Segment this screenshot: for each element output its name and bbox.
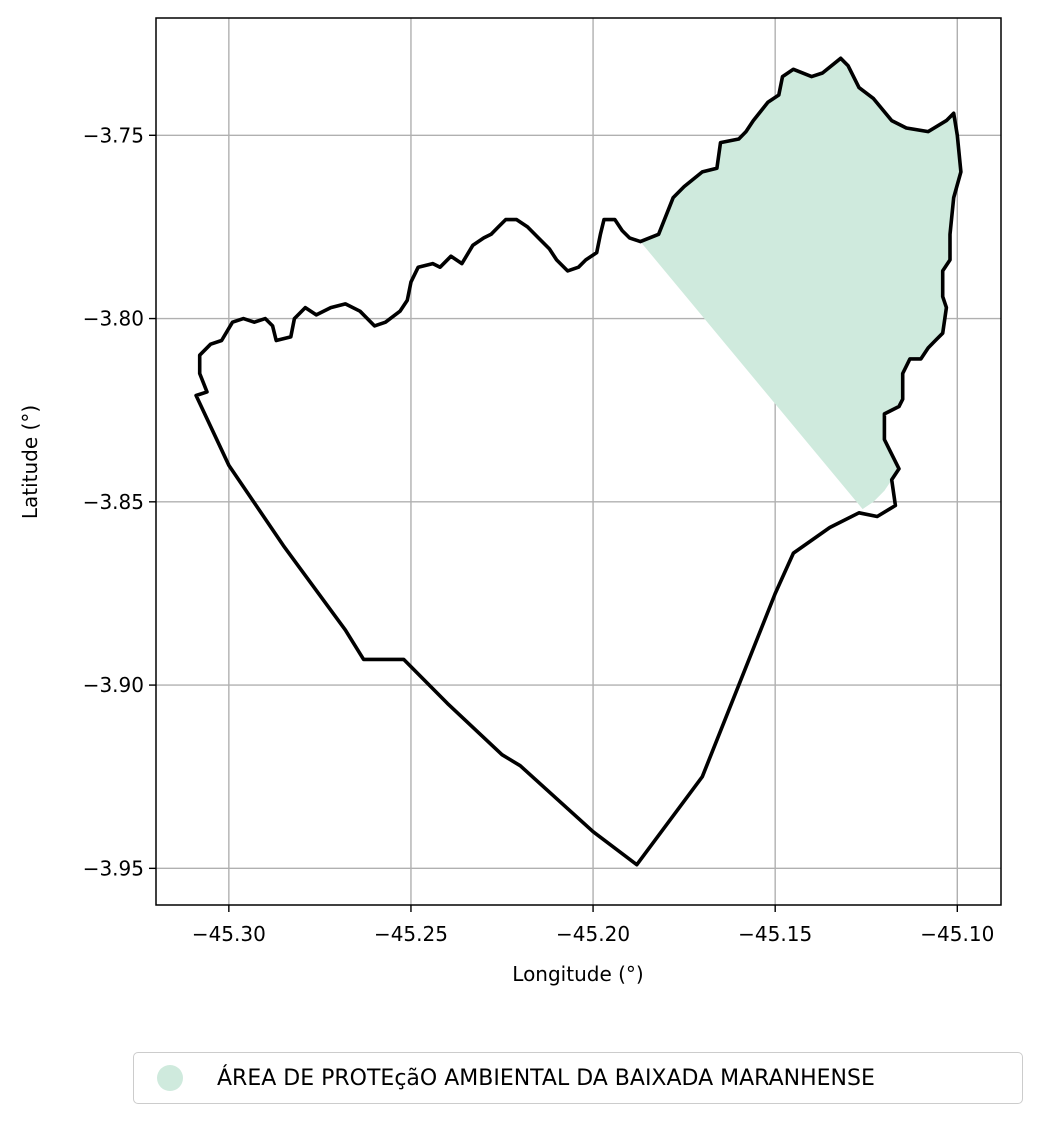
x-tick-label-4: −45.10 bbox=[920, 922, 994, 946]
map-data-layer bbox=[194, 56, 963, 867]
protected-area-polygon bbox=[640, 58, 961, 510]
x-tick-label-2: −45.20 bbox=[556, 922, 630, 946]
y-tick-label-2: −3.85 bbox=[83, 490, 144, 514]
x-tick-label-1: −45.25 bbox=[374, 922, 448, 946]
y-tick-label-0: −3.75 bbox=[83, 123, 144, 147]
y-axis-title: Latitude (°) bbox=[18, 405, 42, 519]
y-tick-label-1: −3.80 bbox=[83, 307, 144, 331]
x-tick-label-3: −45.15 bbox=[738, 922, 812, 946]
legend-swatch-circle bbox=[157, 1065, 183, 1091]
municipality-boundary-line bbox=[194, 56, 963, 867]
tick-layer: −45.30 −45.25 −45.20 −45.15 −45.10 −3.75 −3.80… bbox=[83, 123, 995, 946]
y-tick-label-4: −3.95 bbox=[83, 856, 144, 880]
legend-label: ÁREA DE PROTEçãO AMBIENTAL DA BAIXADA MA… bbox=[217, 1065, 875, 1091]
x-tick-label-0: −45.30 bbox=[192, 922, 266, 946]
plot-frame bbox=[155, 17, 1002, 906]
x-axis-title: Longitude (°) bbox=[512, 962, 643, 986]
legend: ÁREA DE PROTEçãO AMBIENTAL DA BAIXADA MA… bbox=[133, 1052, 1023, 1104]
y-tick-label-3: −3.90 bbox=[83, 673, 144, 697]
